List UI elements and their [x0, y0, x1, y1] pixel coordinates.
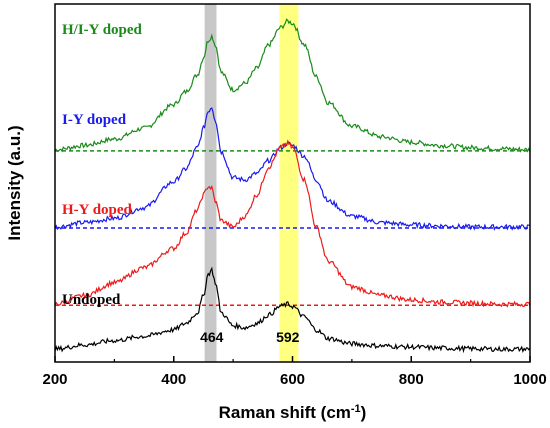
series-label-0: H/I-Y doped: [62, 22, 143, 38]
series-baselines: [55, 150, 530, 306]
series-line-0: [54, 18, 531, 153]
series-lines: [54, 18, 531, 354]
series-line-3: [54, 266, 531, 354]
highlight-bands: [204, 4, 299, 362]
x-axis-title-end: ): [361, 403, 367, 422]
peak-labels: 464 592: [200, 329, 300, 345]
x-axis-title: Raman shift (cm-1): [219, 403, 367, 422]
peak-label-1: 592: [276, 329, 300, 345]
highlight-band-0: [204, 4, 217, 362]
series-label-2: H-Y doped: [62, 202, 133, 218]
x-tick-label-2: 600: [280, 371, 305, 388]
x-tick-label-0: 200: [42, 371, 67, 388]
y-axis-title: Intensity (a.u.): [5, 125, 24, 240]
series-line-1: [54, 107, 531, 231]
series-labels: H/I-Y doped I-Y doped H-Y doped Undoped: [62, 22, 143, 308]
series-label-1: I-Y doped: [62, 112, 127, 128]
x-tick-label-4: 1000: [513, 371, 546, 388]
series-line-2: [54, 139, 531, 308]
x-axis-title-sup: -1: [351, 403, 361, 415]
x-tick-label-3: 800: [399, 371, 424, 388]
peak-label-0: 464: [200, 329, 224, 345]
highlight-band-1: [279, 4, 299, 362]
x-axis-ticks: 200 400 600 800 1000: [42, 356, 547, 388]
series-label-3: Undoped: [62, 292, 121, 308]
x-tick-label-1: 400: [161, 371, 186, 388]
x-axis-title-main: Raman shift (cm: [219, 403, 351, 422]
